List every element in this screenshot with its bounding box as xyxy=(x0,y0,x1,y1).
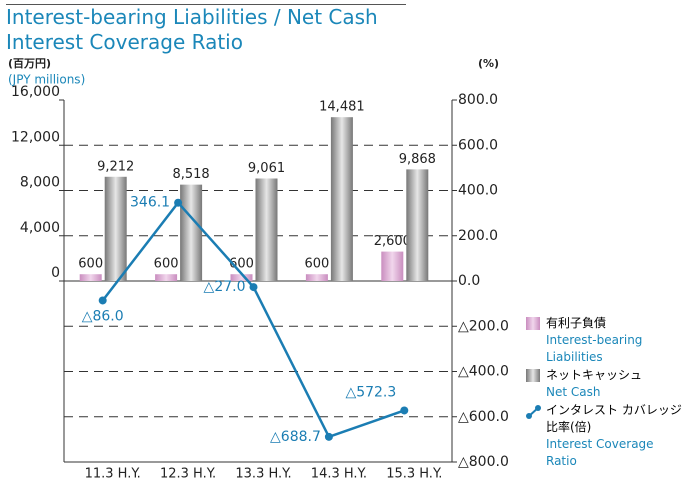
title-line: Interest-bearing Liabilities / Net Cash xyxy=(6,5,378,29)
data-label: 600 xyxy=(78,257,103,272)
data-label: 600 xyxy=(304,257,329,272)
legend-label: Net Cash xyxy=(546,385,601,399)
point xyxy=(249,283,258,292)
x-tick-label: 11.3 H.Y. xyxy=(85,467,141,481)
y-tick-label: 16,000 xyxy=(11,84,60,100)
legend-swatch xyxy=(526,369,540,382)
y-axis-label: (JPY millions) xyxy=(8,73,85,87)
title-line: Interest Coverage Ratio xyxy=(6,30,243,54)
bar xyxy=(406,169,429,281)
data-label: 2,600 xyxy=(374,234,411,249)
legend-label: インタレスト カバレッジ比率(倍) xyxy=(546,403,682,434)
bar xyxy=(330,117,353,281)
y2-tick-label: △200.0 xyxy=(458,318,509,334)
data-label: 600 xyxy=(154,257,179,272)
data-label: 9,212 xyxy=(97,159,134,174)
legend-item: ネットキャッシュ Net Cash xyxy=(524,367,688,401)
bar xyxy=(305,274,328,281)
legend-swatch xyxy=(526,317,540,330)
y-tick-label: 12,000 xyxy=(11,129,60,145)
point xyxy=(174,198,183,207)
y2-tick-label: 600.0 xyxy=(458,137,498,153)
data-label: 8,518 xyxy=(172,167,209,182)
bar xyxy=(381,251,404,281)
legend-label: ネットキャッシュ xyxy=(546,368,643,382)
data-label: △572.3 xyxy=(345,384,396,400)
y2-tick-label: 400.0 xyxy=(458,183,498,199)
bar xyxy=(79,274,102,281)
y2-tick-label: △800.0 xyxy=(458,454,509,470)
x-tick-label: 13.3 H.Y. xyxy=(235,467,291,481)
data-label: 346.1 xyxy=(130,195,170,211)
data-label: 9,868 xyxy=(399,152,436,167)
legend-item: インタレスト カバレッジ比率(倍) Interest Coverage Ratio xyxy=(524,402,688,470)
y2-tick-label: 200.0 xyxy=(458,228,498,244)
x-tick-label: 12.3 H.Y. xyxy=(160,467,216,481)
bar xyxy=(230,274,253,281)
legend-label: Interest-bearing Liabilities xyxy=(546,333,643,364)
point xyxy=(98,296,107,305)
legend: 有利子負債 Interest-bearing Liabilities ネットキャッシ… xyxy=(524,315,688,471)
legend-label: 有利子負債 xyxy=(546,316,607,330)
x-tick-label: 15.3 H.Y. xyxy=(386,467,442,481)
legend-swatch xyxy=(526,404,541,419)
y2-tick-label: △600.0 xyxy=(458,409,509,425)
point xyxy=(324,432,333,441)
data-label: △27.0 xyxy=(204,279,246,295)
bar xyxy=(180,184,203,281)
bar xyxy=(155,274,178,281)
y-tick-label: 4,000 xyxy=(20,220,60,236)
point xyxy=(400,406,409,415)
y2-tick-label: 0.0 xyxy=(458,273,480,289)
y2-tick-label: 800.0 xyxy=(458,92,498,108)
data-label: 14,481 xyxy=(319,100,365,115)
data-label: △688.7 xyxy=(270,429,321,445)
x-tick-label: 14.3 H.Y. xyxy=(311,467,367,481)
bar xyxy=(104,176,127,281)
legend-label: Interest Coverage Ratio xyxy=(546,437,654,468)
y-axis-label: (百万円) xyxy=(8,57,51,70)
line xyxy=(101,200,405,439)
chart-title: Interest-bearing Liabilities / Net Cash I… xyxy=(6,4,406,55)
y2-tick-label: △400.0 xyxy=(458,364,509,380)
y2-axis-label: (%) xyxy=(478,57,499,70)
y-tick-label: 0 xyxy=(51,265,60,281)
bar xyxy=(255,178,278,281)
data-label: △86.0 xyxy=(82,308,124,324)
legend-item: 有利子負債 Interest-bearing Liabilities xyxy=(524,315,688,366)
y-tick-label: 8,000 xyxy=(20,175,60,191)
data-label: 9,061 xyxy=(248,161,285,176)
